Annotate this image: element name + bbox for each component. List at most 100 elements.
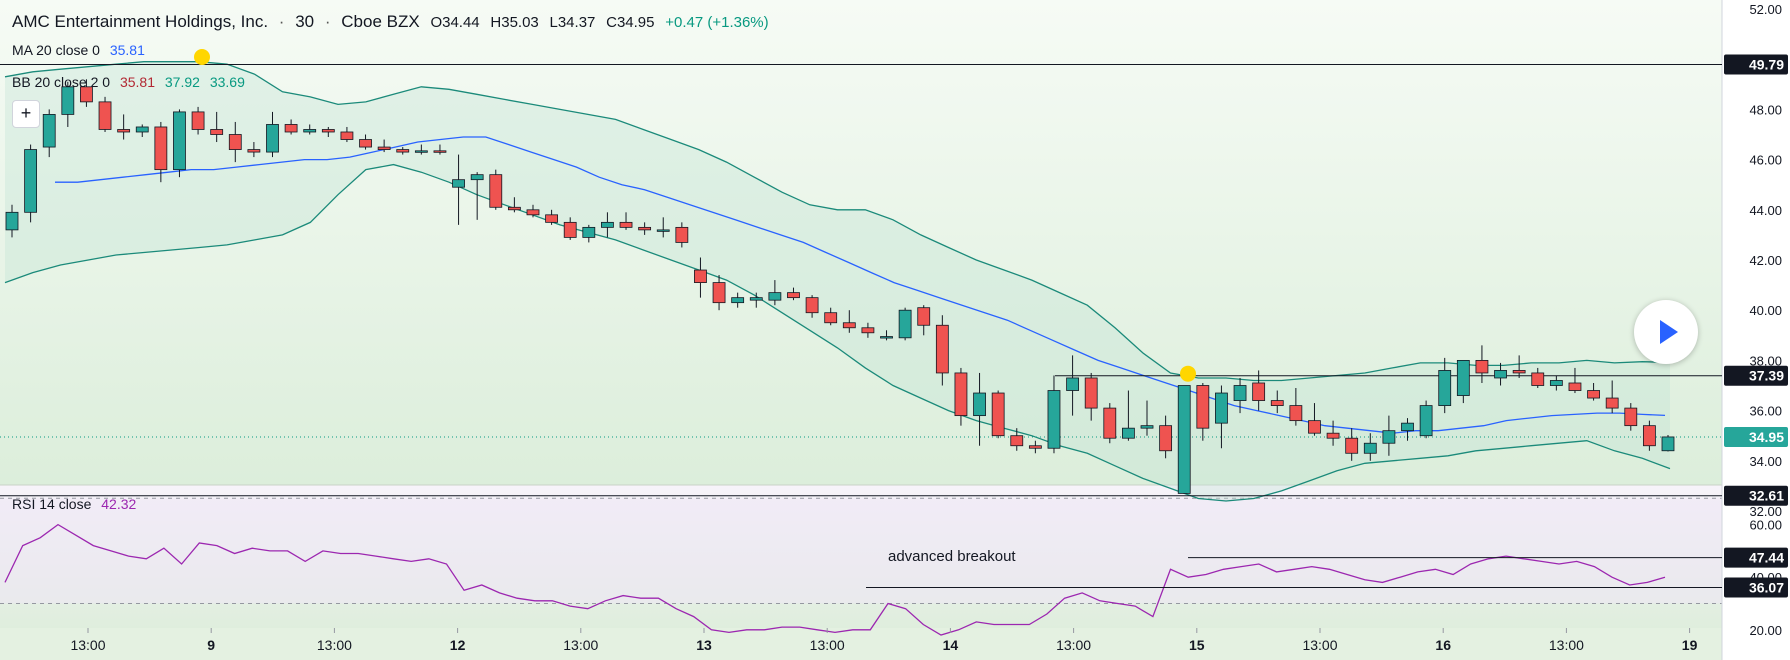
bb-upper-line: [4, 61, 1671, 382]
candle-8: [135, 124, 149, 138]
candle-body: [1494, 370, 1507, 379]
candle-25: [452, 154, 465, 225]
candle-48: [880, 330, 893, 341]
candle-body: [1122, 427, 1135, 439]
candle-body: [1084, 377, 1098, 409]
candle-88: [1624, 403, 1638, 431]
rsi-line: [4, 523, 1666, 636]
candle-89: [1642, 420, 1656, 451]
candle-19: [340, 126, 354, 143]
candle-15: [266, 111, 279, 158]
candle-body: [61, 86, 75, 115]
price-tag-bg: [1724, 426, 1788, 447]
candle-21: [377, 139, 391, 153]
time-tick-label: 15: [1189, 637, 1205, 653]
rsi-tag-36.07: 36.07: [1724, 577, 1788, 598]
interval-label[interactable]: 30: [295, 12, 315, 31]
candle-body: [898, 309, 912, 339]
candle-body: [340, 131, 354, 140]
candle-body: [1568, 382, 1582, 391]
symbol-name[interactable]: AMC Entertainment Holdings, Inc.: [12, 12, 269, 31]
ma-legend[interactable]: MA 20 close 0 35.81: [12, 42, 151, 58]
candle-body: [1326, 432, 1340, 439]
rsi-legend[interactable]: RSI 14 close 42.32: [12, 496, 142, 512]
candle-body: [1531, 372, 1545, 386]
bb-legend[interactable]: BB 20 close 2 0 35.81 37.92 33.69: [12, 74, 251, 90]
candle-body: [5, 211, 19, 231]
candle-74: [1363, 433, 1377, 461]
candle-54: [991, 390, 1005, 439]
candle-body: [42, 114, 56, 148]
candle-12: [210, 111, 224, 143]
ohlc-open: O34.44: [430, 14, 480, 31]
time-tick-label: 16: [1435, 637, 1451, 653]
candle-body: [1605, 397, 1619, 409]
candle-body: [359, 139, 372, 148]
candle-body: [935, 324, 949, 374]
rsi-value: 42.32: [101, 496, 137, 512]
candle-49: [898, 307, 912, 341]
price-tick-label: 48.00: [1749, 102, 1782, 117]
candle-body: [1661, 436, 1675, 452]
candle-body: [117, 129, 131, 133]
price-tick-label: 42.00: [1749, 253, 1782, 268]
exchange-label: Cboe BZX: [341, 12, 420, 31]
candle-body: [377, 146, 391, 150]
candle-30: [545, 209, 558, 225]
candle-body: [452, 179, 465, 188]
price-tag-last: 34.95: [1724, 426, 1788, 447]
price-tag-32.61: 32.61: [1724, 485, 1788, 506]
candle-body: [470, 174, 484, 181]
price-tick-label: 44.00: [1749, 203, 1782, 218]
price-tick-label: 52.00: [1749, 2, 1782, 17]
candle-22: [396, 147, 410, 155]
time-tick-label: 13:00: [1549, 637, 1584, 653]
candle-body: [1159, 425, 1173, 452]
ma-line: [55, 136, 1666, 434]
time-tick-label: 13: [696, 637, 712, 653]
candle-47: [861, 322, 875, 338]
candle-17: [303, 124, 317, 135]
candle-body: [1308, 420, 1321, 434]
rsi-tag-47.44: 47.44: [1724, 547, 1788, 568]
price-tag-text: 32.61: [1749, 488, 1784, 504]
bb-upper-value: 37.92: [164, 74, 200, 90]
play-icon[interactable]: [1634, 300, 1698, 364]
candle-32: [582, 224, 596, 243]
candle-body: [1624, 407, 1638, 427]
candle-9: [154, 121, 168, 183]
candle-body: [1289, 405, 1303, 422]
time-tick-label: 9: [207, 637, 215, 653]
candle-16: [284, 119, 298, 135]
candle-body: [731, 297, 745, 304]
candle-body: [954, 372, 968, 417]
candle-body: [80, 86, 93, 103]
candle-body: [749, 297, 763, 301]
price-tick-label: 36.00: [1749, 404, 1782, 419]
candle-4: [61, 81, 75, 127]
ma-label: MA 20 close 0: [12, 42, 100, 58]
candle-body: [675, 226, 689, 243]
candle-body: [1233, 385, 1247, 401]
candle-42: [768, 280, 782, 306]
candle-body: [1642, 425, 1656, 447]
candle-body: [396, 149, 410, 153]
plus-icon[interactable]: +: [12, 100, 40, 128]
separator: ·: [278, 12, 285, 31]
candle-body: [1196, 385, 1210, 429]
candle-46: [842, 310, 856, 333]
candle-24: [433, 144, 447, 155]
candle-body: [656, 229, 670, 232]
time-tick-label: 19: [1682, 637, 1698, 653]
candle-69: [1270, 390, 1284, 414]
bb-lower-line: [4, 163, 1671, 502]
marker-dot: [194, 49, 210, 65]
candle-29: [526, 204, 540, 218]
candle-body: [842, 322, 856, 329]
candle-14: [247, 142, 261, 158]
candle-body: [507, 206, 521, 211]
candle-55: [1010, 428, 1024, 451]
candle-body: [824, 312, 838, 324]
candle-36: [656, 217, 670, 238]
